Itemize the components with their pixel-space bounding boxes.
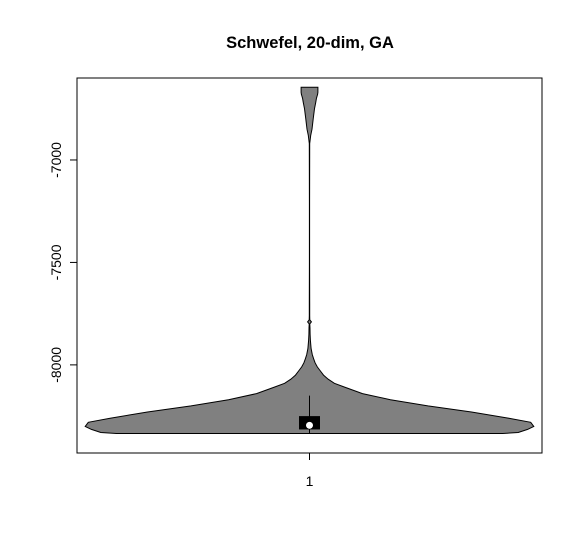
- axes: -7000 -7500 -8000 1: [48, 142, 314, 489]
- violin-body: [84, 86, 535, 434]
- chart-title: Schwefel, 20-dim, GA: [226, 34, 394, 52]
- plot-area: [84, 86, 535, 434]
- y-tick-label: -7000: [48, 142, 64, 178]
- y-tick-label: -8000: [48, 347, 64, 383]
- x-tick-label: 1: [306, 473, 314, 489]
- y-tick-label: -7500: [48, 244, 64, 280]
- median-point: [306, 421, 313, 429]
